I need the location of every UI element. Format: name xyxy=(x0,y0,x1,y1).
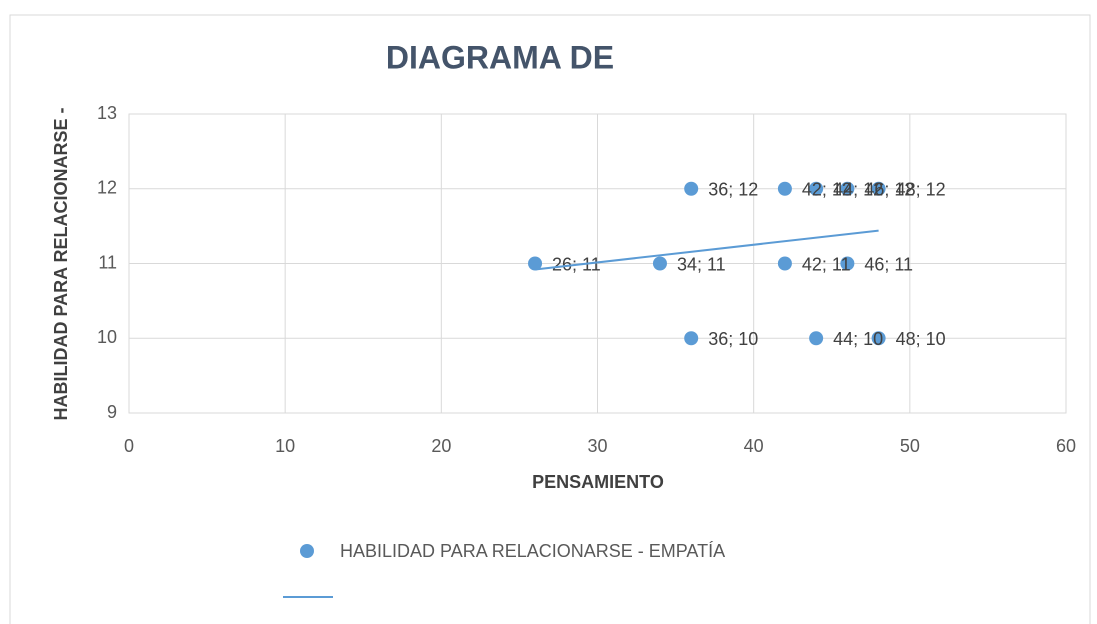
point xyxy=(777,181,792,196)
legend-marker xyxy=(300,544,314,558)
data-label: 36; 12 xyxy=(708,180,758,200)
x-tick-label: 50 xyxy=(900,436,920,456)
data-label: 46; 12 xyxy=(864,180,914,200)
legend-label: HABILIDAD PARA RELACIONARSE - EMPATÍA xyxy=(340,541,726,561)
y-tick-label: 9 xyxy=(107,402,117,422)
x-tick-label: 30 xyxy=(587,436,607,456)
point xyxy=(684,331,699,346)
point xyxy=(840,181,855,196)
x-tick-label: 20 xyxy=(431,436,451,456)
point xyxy=(871,331,886,346)
x-axis-label: PENSAMIENTO xyxy=(532,472,664,492)
point xyxy=(777,256,792,271)
y-tick-label: 11 xyxy=(98,252,117,272)
data-label: 44; 10 xyxy=(833,329,883,349)
x-tick-label: 60 xyxy=(1056,436,1076,456)
point xyxy=(528,256,543,271)
chart-title: DIAGRAMA DE xyxy=(386,39,614,75)
point xyxy=(684,181,699,196)
plot-area xyxy=(128,113,1067,414)
x-tick-label: 40 xyxy=(744,436,764,456)
data-label: 48; 10 xyxy=(896,329,946,349)
y-axis-label: HABILIDAD PARA RELACIONARSE - xyxy=(51,107,71,420)
y-tick-label: 12 xyxy=(97,178,117,198)
data-label: 34; 11 xyxy=(677,254,726,274)
chart-border xyxy=(9,14,1091,624)
point xyxy=(652,256,667,271)
data-label: 36; 10 xyxy=(708,329,758,349)
point xyxy=(809,331,824,346)
data-label: 48; 12 xyxy=(896,180,946,200)
data-label: 44; 12 xyxy=(833,180,883,200)
data-label: 42; 11 xyxy=(802,254,851,274)
point xyxy=(871,181,886,196)
x-tick-label: 0 xyxy=(124,436,134,456)
y-tick-label: 10 xyxy=(97,327,117,347)
point xyxy=(840,256,855,271)
x-tick-label: 10 xyxy=(275,436,295,456)
trendline xyxy=(534,229,879,271)
data-label: 46; 11 xyxy=(864,254,913,274)
point xyxy=(809,181,824,196)
data-label: 42; 12 xyxy=(802,180,852,200)
y-tick-label: 13 xyxy=(97,103,117,123)
